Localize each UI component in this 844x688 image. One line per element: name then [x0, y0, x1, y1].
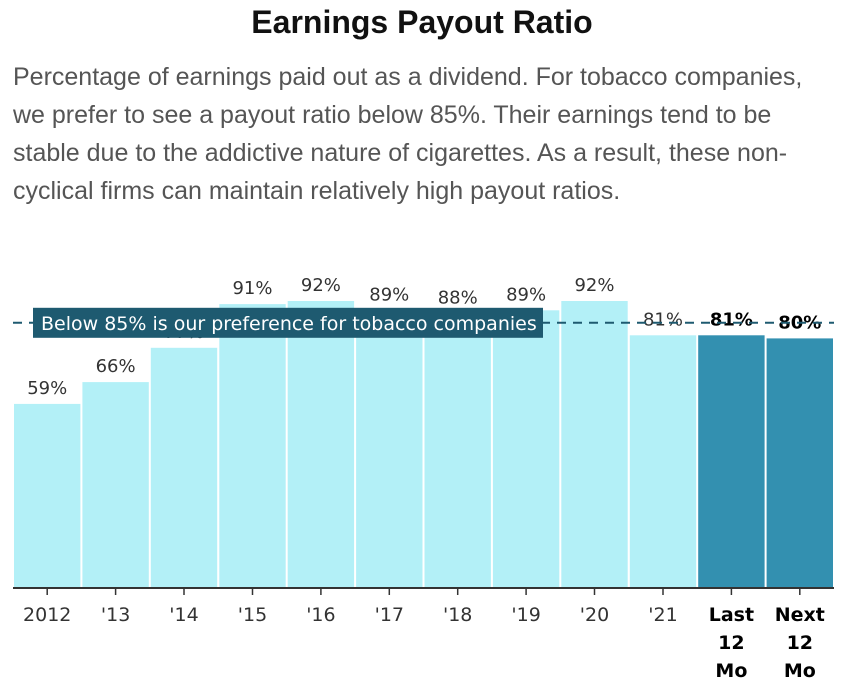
bar-4: [287, 301, 355, 588]
bar-value-label-5: 89%: [369, 284, 409, 305]
x-tick-label-1: '13: [101, 604, 130, 626]
bar-11: [766, 338, 833, 588]
bar-value-label-4: 92%: [301, 275, 341, 296]
x-tick-label-11-line-0: Next: [775, 604, 825, 626]
x-tick-label-8: '20: [580, 604, 609, 626]
bar-1: [82, 382, 149, 588]
x-tick-label-5: '17: [375, 604, 404, 626]
bar-6: [424, 313, 491, 588]
bar-0: [14, 403, 81, 588]
bar-2: [150, 347, 218, 588]
x-tick-label-11-line-2: Mo: [784, 660, 816, 682]
x-tick-label-2: '14: [169, 604, 198, 626]
reference-label-box: [33, 307, 543, 338]
x-tick-label-3: '15: [238, 604, 267, 626]
bar-8: [561, 301, 628, 588]
reference-line-group: Below 85% is our preference for tobacco …: [13, 307, 834, 338]
x-tick-label-0: 2012: [23, 604, 71, 626]
x-tick-label-7: '19: [511, 604, 540, 626]
reference-label: Below 85% is our preference for tobacco …: [41, 313, 537, 335]
bar-value-label-9: 81%: [643, 309, 683, 330]
bar-7: [492, 310, 560, 588]
x-tick-label-10-line-2: Mo: [715, 660, 747, 682]
bar-9: [629, 335, 697, 588]
x-tick-label-4: '16: [306, 604, 335, 626]
bar-value-label-10: 81%: [710, 309, 753, 330]
bar-value-label-7: 89%: [506, 284, 546, 305]
x-tick-label-10-line-0: Last: [709, 604, 754, 626]
x-tick-label-11-line-1: 12: [787, 632, 813, 654]
x-tick-label-6: '18: [443, 604, 472, 626]
bars-layer: [14, 301, 833, 588]
chart-title: Earnings Payout Ratio: [251, 4, 593, 40]
bar-value-label-0: 59%: [27, 378, 67, 399]
x-tick-label-10-line-1: 12: [718, 632, 744, 654]
bar-value-label-3: 91%: [232, 278, 272, 299]
bar-5: [356, 310, 423, 588]
bar-value-label-6: 88%: [438, 287, 478, 308]
x-axis: 2012 '13 '14 '15 '16 '17 '18 '19 '20 '21 Last 12 Mo N…: [13, 587, 834, 682]
chart-subtitle: Percentage of earnings paid out as a div…: [13, 63, 803, 205]
bar-value-label-8: 92%: [574, 275, 614, 296]
bar-10: [698, 335, 765, 588]
bar-3: [219, 304, 286, 588]
bar-value-label-1: 66%: [96, 356, 136, 377]
value-labels-layer: 59%66%77%91%92%89%88%89%92%81%81%80%: [27, 275, 821, 399]
x-tick-label-9: '21: [648, 604, 677, 626]
